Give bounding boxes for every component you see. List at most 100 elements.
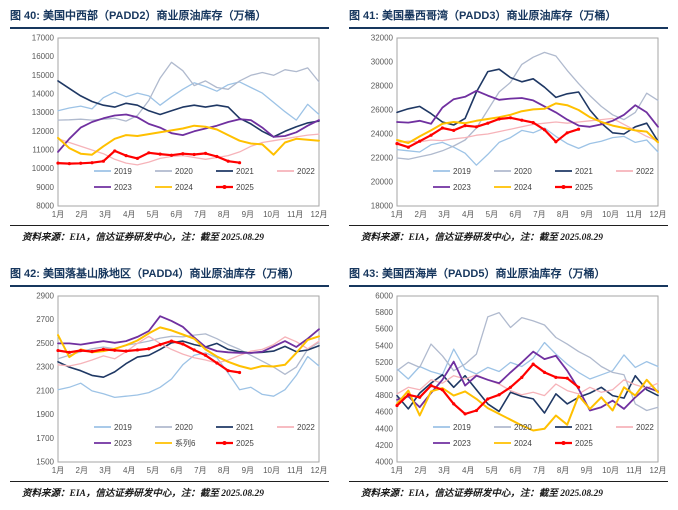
legend-label-2021: 2021	[575, 167, 593, 176]
series-marker	[79, 161, 83, 165]
x-tick-label: 8月	[557, 210, 569, 219]
y-tick-label: 5000	[375, 375, 393, 384]
series-marker	[181, 152, 185, 156]
figure-40-title: 图 40: 美国中西部（PADD2）商业原油库存（万桶）	[10, 5, 329, 29]
series-marker	[169, 339, 174, 343]
series-marker	[576, 385, 581, 389]
x-tick-label: 6月	[170, 210, 182, 219]
legend-label-2020: 2020	[514, 423, 532, 432]
y-tick-label: 22000	[371, 154, 394, 163]
x-tick-label: 9月	[581, 466, 593, 475]
series-marker	[486, 121, 490, 125]
x-tick-label: 12月	[650, 466, 667, 475]
series-marker	[406, 393, 410, 397]
series-marker	[135, 156, 140, 160]
legend-label-2024: 2024	[514, 439, 532, 448]
x-tick-label: 10月	[263, 210, 280, 219]
y-tick-label: 5200	[375, 358, 393, 367]
series-line-2020	[57, 61, 320, 122]
series-marker	[67, 350, 71, 354]
legend-label-2023: 2023	[453, 439, 471, 448]
figure-41-title: 图 41: 美国墨西哥湾（PADD3）商业原油库存（万桶）	[349, 5, 668, 29]
series-marker	[463, 124, 467, 128]
x-tick-label: 3月	[438, 466, 450, 475]
series-marker	[56, 348, 60, 353]
x-tick-label: 10月	[602, 210, 619, 219]
legend-label-2022: 2022	[636, 167, 654, 176]
series-marker	[203, 353, 208, 357]
y-tick-label: 2100	[36, 386, 54, 395]
series-marker	[508, 116, 513, 120]
series-line-2022	[396, 374, 659, 397]
figure-42-chart: 2900 2700 2500 2300 2100 1900 1700 1500 1月 2月 3月 4月…	[10, 290, 329, 480]
series-marker	[237, 161, 242, 165]
x-tick-label: 10月	[602, 466, 619, 475]
legend-label-2023: 2023	[114, 183, 132, 192]
y-tick-label: 28000	[371, 82, 394, 91]
x-tick-label: 8月	[557, 466, 569, 475]
line-chart-padd5: 6000 5800 5600 5400 5200 5000 4800 4600 4400 4200…	[375, 292, 667, 476]
x-tick-label: 12月	[650, 210, 667, 219]
legend-label-2020: 2020	[175, 423, 193, 432]
legend-marker-icon	[561, 185, 566, 189]
figure-41-panel: 图 41: 美国墨西哥湾（PADD3）商业原油库存（万桶） 32000 30000…	[339, 0, 678, 258]
series-marker	[135, 348, 140, 352]
figure-42-source: 资料来源：EIA，信达证券研发中心，注：截至 2025.08.29	[10, 481, 329, 499]
legend-label-2019: 2019	[453, 423, 471, 432]
series-line-2023	[57, 113, 320, 153]
y-tick-label: 8000	[36, 202, 54, 211]
legend-label-2025: 2025	[575, 439, 593, 448]
x-tick-label: 4月	[462, 466, 474, 475]
series-line-2019	[396, 341, 659, 380]
x-tick-label: 5月	[147, 210, 159, 219]
x-tick-label: 7月	[194, 210, 206, 219]
series-marker	[169, 153, 174, 157]
series-line-2023	[57, 315, 320, 354]
y-tick-label: 2700	[36, 315, 54, 324]
series-marker	[429, 133, 433, 137]
series-line-2022	[57, 133, 320, 166]
x-tick-label: 2月	[415, 210, 427, 219]
y-tick-label: 26000	[371, 106, 394, 115]
series-marker	[486, 397, 490, 401]
x-tick-label: 1月	[391, 210, 403, 219]
x-tick-label: 7月	[194, 466, 206, 475]
series-marker	[192, 348, 196, 352]
x-tick-label: 9月	[581, 210, 593, 219]
y-tick-label: 16000	[32, 52, 55, 61]
x-tick-label: 5月	[486, 466, 498, 475]
x-tick-label: 5月	[147, 466, 159, 475]
series-marker	[56, 161, 60, 165]
series-marker	[101, 347, 105, 351]
series-marker	[554, 140, 558, 144]
series-marker	[418, 395, 422, 399]
figure-42-panel: 图 42: 美国落基山脉地区（PADD4）商业原油库存（万桶） 2900 2700…	[0, 258, 339, 510]
y-tick-label: 9000	[36, 183, 54, 192]
x-tick-label: 9月	[242, 466, 254, 475]
y-tick-label: 1900	[36, 410, 54, 419]
x-tick-label: 7月	[533, 466, 545, 475]
legend-label-2021: 2021	[575, 423, 593, 432]
series-marker	[520, 375, 524, 379]
x-tick-label: 2月	[76, 210, 88, 219]
x-tick-label: 6月	[509, 466, 521, 475]
x-tick-label: 3月	[99, 466, 111, 475]
legend-label-2023: 2023	[453, 183, 471, 192]
x-tick-label: 6月	[509, 210, 521, 219]
legend-label-2019: 2019	[453, 167, 471, 176]
series-marker	[215, 361, 219, 365]
series-marker	[113, 348, 117, 352]
y-tick-label: 4800	[375, 391, 393, 400]
figure-42-title: 图 42: 美国落基山脉地区（PADD4）商业原油库存（万桶）	[10, 263, 329, 287]
series-marker	[90, 161, 94, 165]
line-chart-padd2: 17000 16000 15000 14000 13000 12000 11000 10000…	[32, 34, 328, 220]
series-line-系列6	[57, 326, 320, 370]
series-marker	[90, 349, 94, 354]
series-marker	[226, 159, 230, 163]
series-marker	[147, 347, 151, 351]
y-tick-label: 12000	[32, 127, 55, 136]
y-tick-label: 17000	[32, 34, 55, 43]
x-tick-label: 1月	[391, 466, 403, 475]
series-line-2021	[57, 80, 320, 138]
series-line-2020	[396, 51, 659, 160]
